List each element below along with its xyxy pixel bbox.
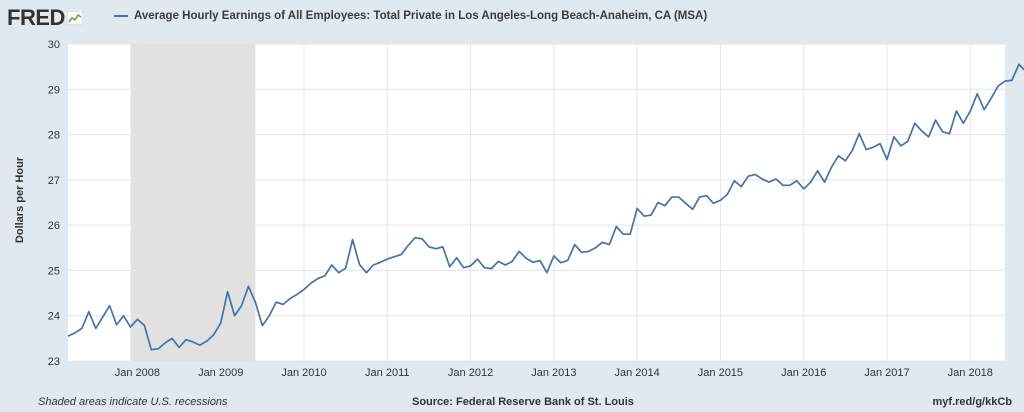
legend-swatch xyxy=(114,15,128,17)
legend: Average Hourly Earnings of All Employees… xyxy=(114,10,707,22)
x-tick-label: Jan 2011 xyxy=(365,367,409,379)
legend-label: Average Hourly Earnings of All Employees… xyxy=(134,10,708,22)
x-tick-label: Jan 2009 xyxy=(198,367,243,379)
x-tick-label: Jan 2013 xyxy=(531,367,576,379)
recession-bands xyxy=(130,44,256,361)
y-tick-label: 24 xyxy=(48,311,60,323)
x-tick-label: Jan 2012 xyxy=(448,367,493,379)
series-line xyxy=(67,63,1024,351)
source-text: Source: Federal Reserve Bank of St. Loui… xyxy=(412,396,634,408)
y-tick-label: 25 xyxy=(48,265,60,277)
recession-band xyxy=(130,44,256,361)
x-tick-label: Jan 2014 xyxy=(615,367,660,379)
x-tick-label: Jan 2017 xyxy=(864,367,909,379)
x-tick-label: Jan 2015 xyxy=(698,367,743,379)
recession-note: Shaded areas indicate U.S. recessions xyxy=(38,396,228,408)
logo-chart-icon xyxy=(66,11,83,25)
y-tick-label: 28 xyxy=(48,130,60,142)
y-axis-label: Dollars per Hour xyxy=(14,156,26,244)
x-tick-label: Jan 2016 xyxy=(781,367,826,379)
y-tick-label: 26 xyxy=(48,220,60,232)
fred-logo[interactable]: FRED xyxy=(7,5,83,31)
y-tick-label: 27 xyxy=(48,175,60,187)
short-url-link[interactable]: myf.red/g/kkCb xyxy=(932,396,1012,408)
x-tick-label: Jan 2008 xyxy=(115,367,160,379)
y-tick-label: 29 xyxy=(48,84,60,96)
x-tick-label: Jan 2018 xyxy=(948,367,993,379)
logo-text: FRED xyxy=(7,5,65,30)
tick-labels: 23 24 25 26 27 28 29 30 Jan 2008 Jan 2009 Jan 2010… xyxy=(48,39,993,379)
y-tick-label: 23 xyxy=(48,356,60,368)
series-layer xyxy=(67,63,1024,351)
gridlines xyxy=(68,43,1005,362)
x-tick-label: Jan 2010 xyxy=(281,367,326,379)
y-tick-label: 30 xyxy=(48,39,60,51)
